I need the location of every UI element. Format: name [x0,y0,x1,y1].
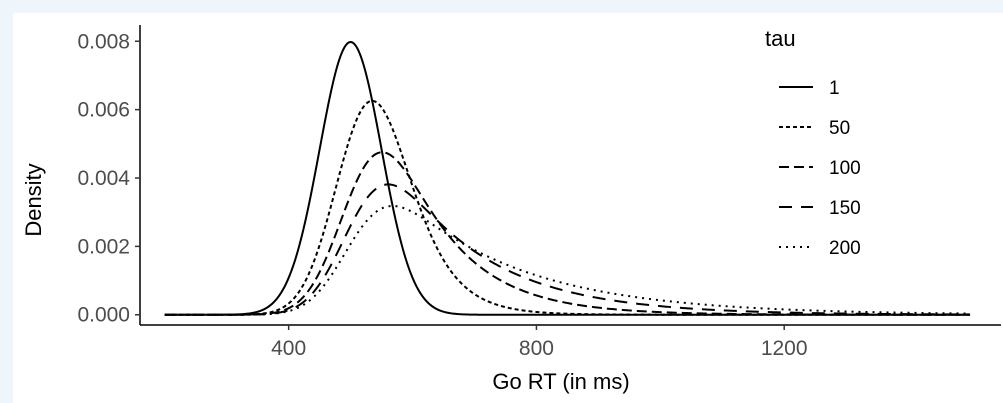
legend-label-50: 50 [829,118,850,139]
series-line-tau-200 [164,204,971,316]
x-tick-label: 400 [271,337,306,360]
y-axis: 0.000 0.002 0.004 0.006 0.008 [77,25,141,327]
legend-label-100: 100 [829,158,861,179]
series-line-tau-150 [164,183,971,316]
y-tick-label: 0.004 [77,167,130,190]
y-tick-label: 0.008 [77,30,130,53]
x-tick-label: 1200 [761,337,808,360]
y-tick-label: 0.006 [77,99,130,122]
y-tick-label: 0.002 [77,235,130,258]
x-axis-title: Go RT (in ms) [492,369,629,394]
legend-title: tau [765,26,796,51]
series-line-tau-100 [164,151,971,316]
y-axis-title: Density [21,163,46,236]
chart-panel: 0.000 0.002 0.004 0.006 0.008 400 800 1200 tau… [13,13,1003,403]
legend-label-1: 1 [829,78,840,99]
x-tick-label: 800 [519,337,554,360]
series-line-tau-50 [164,99,971,316]
series-layer [164,40,971,316]
legend-label-150: 150 [829,198,861,219]
y-tick-label: 0.000 [77,304,130,327]
x-axis: 400 800 1200 [140,324,1001,360]
legend-label-200: 200 [829,238,861,259]
